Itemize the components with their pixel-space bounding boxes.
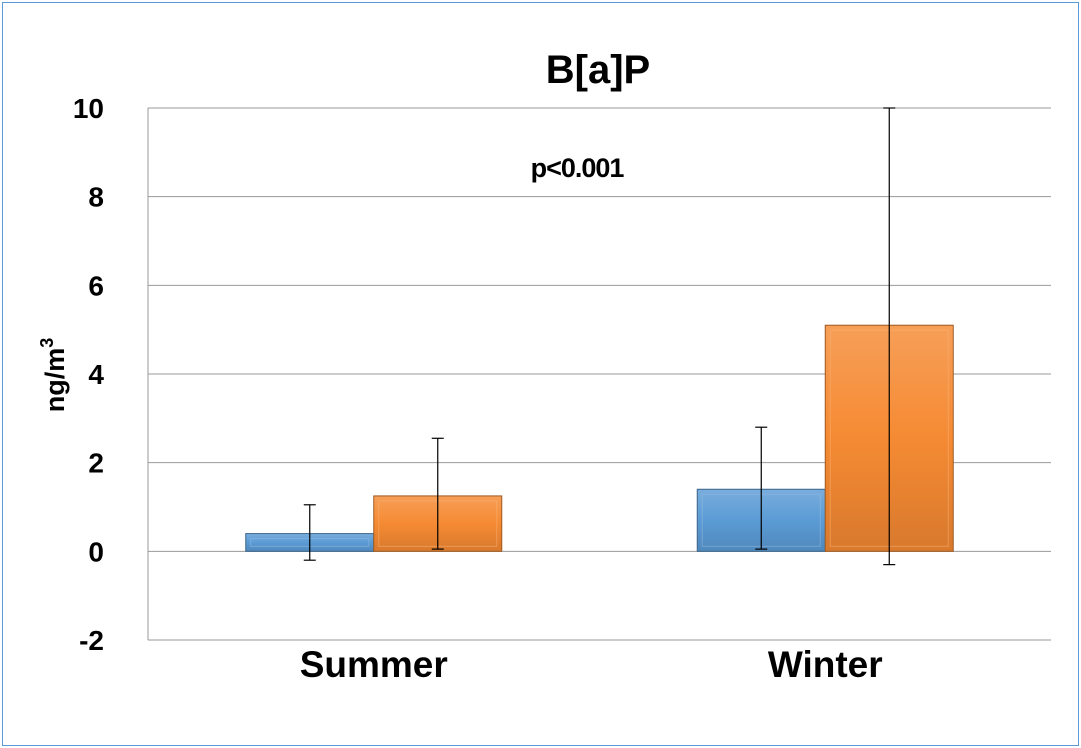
y-tick-labels: -2 0 2 4 6 8 10 <box>73 93 105 656</box>
y-axis-label: ng/m3 <box>37 338 70 413</box>
category-label-winter: Winter <box>768 644 883 685</box>
y-axis-label-text: ng/m <box>40 348 70 413</box>
y-tick-label: 10 <box>73 93 104 124</box>
y-tick-label: 8 <box>88 182 104 213</box>
error-bars <box>303 107 896 566</box>
y-tick-label: 4 <box>88 359 104 390</box>
y-tick-label: 0 <box>88 536 104 567</box>
y-tick-label: 6 <box>88 270 104 301</box>
y-tick-label: -2 <box>79 625 104 656</box>
category-label-summer: Summer <box>300 644 448 685</box>
p-value-annotation: p<0.001 <box>531 153 625 183</box>
bars <box>245 324 954 552</box>
category-labels: Summer Winter <box>300 644 883 685</box>
chart-title: B[a]P <box>546 48 650 92</box>
y-tick-label: 2 <box>88 448 104 479</box>
y-axis-label-superscript: 3 <box>37 338 57 348</box>
